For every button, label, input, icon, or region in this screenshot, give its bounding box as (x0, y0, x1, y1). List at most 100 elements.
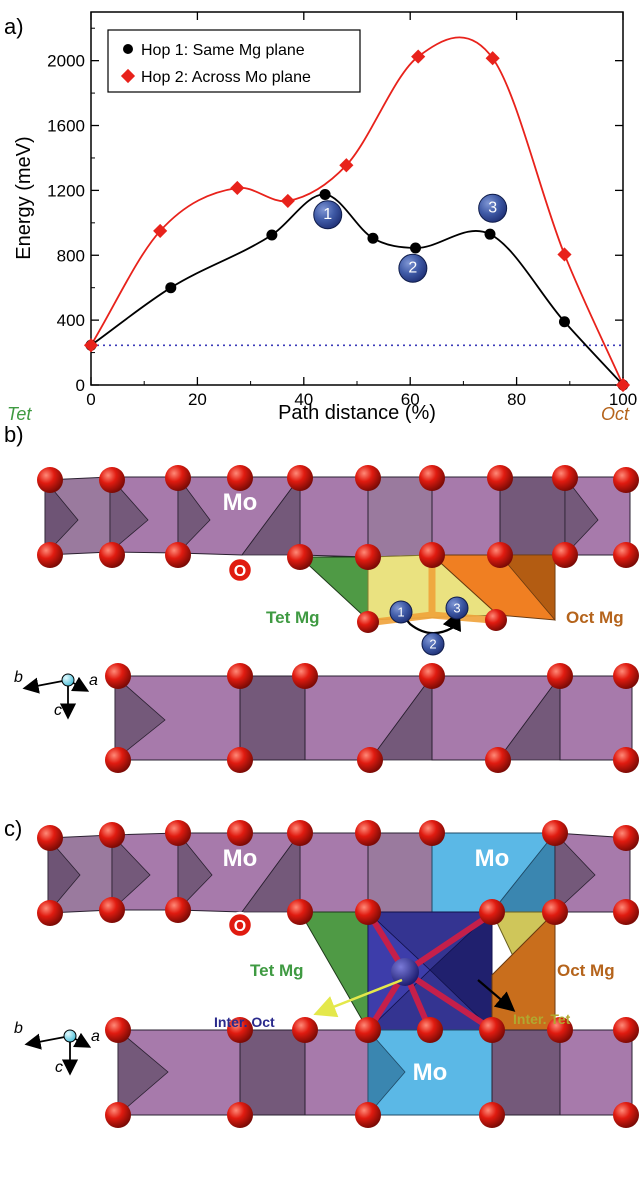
data-point-hop1 (367, 232, 379, 244)
oxygen-atom (479, 1102, 505, 1128)
data-point-hop2 (615, 377, 631, 393)
oxygen-atom (357, 611, 379, 633)
oct-mg-polyhedron-dark (499, 554, 556, 622)
y-tick-label: 0 (76, 376, 85, 395)
inter-oct-label: Inter. Oct (214, 1014, 275, 1030)
data-point-hop2 (411, 49, 426, 64)
oxygen-atom (37, 467, 63, 493)
series-line-hop2 (90, 36, 624, 386)
y-axis-ticks: 0 400 800 1200 1600 2000 (47, 27, 623, 395)
oxygen-atom (287, 465, 313, 491)
mo-octahedron (554, 832, 596, 913)
oxygen-atom (165, 465, 191, 491)
mo-label-right: Mo (475, 845, 510, 872)
x-axis-ticks: 0 20 40 60 80 100 (86, 12, 637, 409)
oct-mg-label: Oct Mg (557, 961, 615, 980)
oxygen-atom (292, 1017, 318, 1043)
inter-oct-arrow (313, 978, 403, 1018)
oxygen-atom (547, 663, 573, 689)
data-point-hop2 (153, 223, 168, 239)
path-point-3-label: 3 (453, 601, 460, 616)
mo-octahedron (241, 831, 301, 913)
oxygen-atoms (37, 820, 639, 1128)
oxygen-atom (419, 663, 445, 689)
oxygen-atom (419, 820, 445, 846)
path-point-2 (421, 632, 445, 656)
data-point-hop2 (557, 247, 572, 262)
mo-octahedron (564, 475, 599, 557)
oxygen-atom (99, 897, 125, 923)
mo-octahedron (299, 832, 369, 913)
mo-octahedron (47, 836, 81, 915)
oxygen-atom (355, 820, 381, 846)
mo-octahedron (239, 1029, 306, 1116)
x-tick-label: 100 (609, 390, 637, 409)
inter-tet-label: Inter. Tet (513, 1011, 571, 1027)
path-point-2-label: 2 (429, 637, 436, 652)
axis-a-label: a (91, 1028, 100, 1045)
panel-a-label: a) (4, 14, 24, 39)
path-point-3 (445, 596, 469, 620)
oxygen-atom (287, 544, 313, 570)
oxygen-atom (165, 542, 191, 568)
crystal-axes-c: b a c (14, 1020, 100, 1076)
mo-octahedron (241, 475, 301, 556)
legend-box (107, 29, 361, 93)
axis-b-label: b (14, 669, 23, 686)
mo-octahedron (177, 475, 211, 554)
data-point-hop2 (230, 180, 245, 196)
bottom-mo-layer (117, 1028, 633, 1117)
oxygen-atom (227, 663, 253, 689)
oxygen-atom (542, 899, 568, 925)
oxygen-atom (227, 465, 253, 491)
o-label-ring (226, 911, 254, 939)
oxygen-atom (613, 825, 639, 851)
oxygen-atom (487, 542, 513, 568)
mo-octahedron-highlighted-dark (367, 1028, 406, 1117)
mo-octahedron (491, 1029, 561, 1116)
tet-mg-polyhedron (299, 911, 369, 1032)
mo-octahedron (499, 476, 566, 556)
series-markers (83, 49, 631, 393)
mo-octahedron (304, 1029, 369, 1116)
oxygen-atom (355, 1017, 381, 1043)
oxygen-atom (37, 900, 63, 926)
oxygen-atom (479, 899, 505, 925)
oxygen-atom (417, 1017, 443, 1043)
oxygen-atom (552, 465, 578, 491)
oxygen-atom (552, 542, 578, 568)
mo-label: Mo (223, 489, 258, 516)
data-point-hop2 (83, 338, 99, 353)
interstitial-oct-face (429, 911, 493, 1031)
mo-octahedron (559, 1029, 633, 1116)
x-end-label: Oct (601, 404, 630, 424)
oxygen-atom (485, 747, 511, 773)
oxygen-atom (99, 467, 125, 493)
legend-marker-hop1 (123, 44, 133, 54)
energy-marker-3 (478, 193, 508, 223)
oxygen-atom (613, 467, 639, 493)
oxygen-atom (227, 747, 253, 773)
oxygen-atom (355, 544, 381, 570)
oxygen-atom (287, 899, 313, 925)
mo-octahedron (44, 478, 79, 557)
panel-c-label: c) (4, 816, 22, 841)
energy-chart: 0 20 40 60 80 100 0 400 800 1200 1600 2000 1 2 3 Pat… (7, 11, 637, 424)
o-label-ring (226, 556, 254, 584)
mo-octahedron (367, 832, 433, 913)
oxygen-atom (105, 1102, 131, 1128)
energy-marker-label: 2 (408, 260, 417, 277)
data-point-hop1 (319, 188, 331, 200)
x-start-label: Tet (7, 404, 32, 424)
oxygen-atom (355, 899, 381, 925)
y-tick-label: 800 (57, 246, 85, 265)
oxygen-atom (613, 1017, 639, 1043)
mo-octahedron (431, 476, 501, 556)
data-point-hop1 (266, 229, 278, 241)
mo-octahedron (367, 476, 433, 558)
y-axis-title: Energy (meV) (13, 136, 35, 259)
inter-tet-arrow (477, 979, 516, 1012)
oxygen-atom (37, 542, 63, 568)
energy-marker-1 (313, 200, 343, 230)
mo-octahedron (177, 831, 213, 911)
